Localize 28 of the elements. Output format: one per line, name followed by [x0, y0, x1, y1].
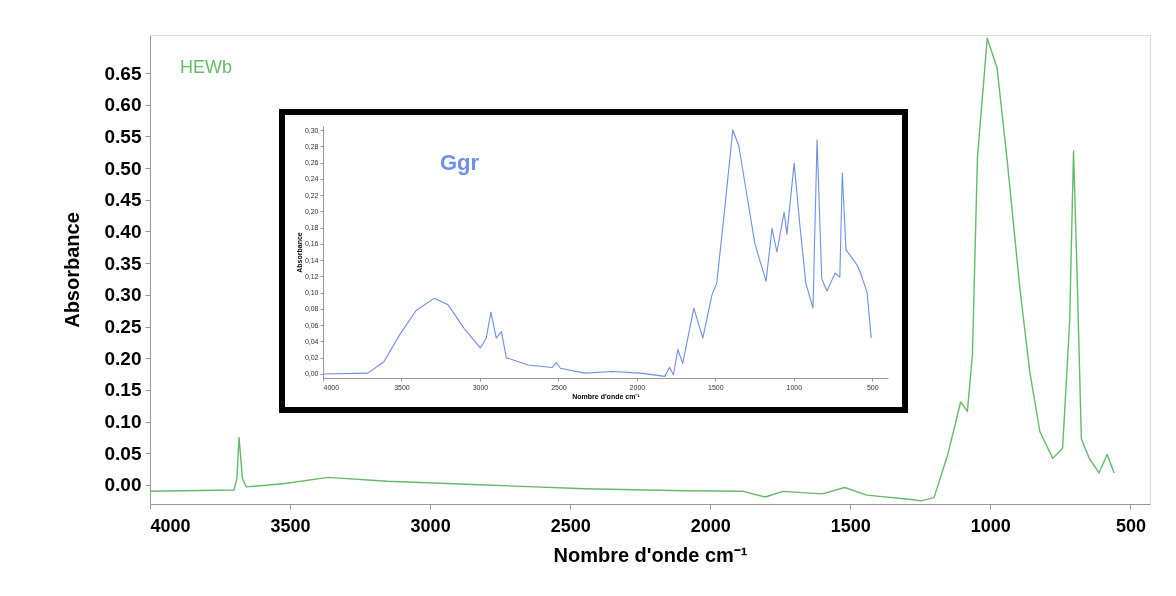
y-tick-label: 0.60: [104, 94, 142, 116]
y-tick-label: 0.55: [104, 125, 142, 147]
x-tick-label: 3000: [410, 515, 451, 536]
y-tick-label: 0.10: [104, 411, 142, 433]
y-tick-label: 0.05: [104, 442, 142, 464]
y-tick-label: 0.20: [104, 347, 142, 369]
text: HEWb: [180, 57, 233, 77]
y-tick-label: 0.15: [104, 379, 142, 401]
y-tick-label: 0.50: [104, 157, 142, 179]
line-series: [149, 37, 1115, 502]
x-tick-label: 1000: [970, 515, 1011, 536]
x-tick-label: 4000: [150, 515, 191, 536]
x-axis-title: Nombre d'onde cm⁻¹: [553, 543, 748, 566]
y-tick-label: 0.00: [104, 474, 142, 496]
x-tick-label: 2000: [690, 515, 731, 536]
line-series: [322, 129, 872, 377]
y-tick-label: 0.65: [104, 62, 142, 84]
x-tick-label: 3500: [270, 515, 311, 536]
x-tick-label: 1500: [830, 515, 871, 536]
text: Ggr: [440, 150, 480, 175]
y-tick-label: 0.30: [104, 284, 142, 306]
y-axis-title: Absorbance: [60, 212, 83, 328]
y-tick-label: 0.45: [104, 189, 142, 211]
y-tick-label: 0.25: [104, 316, 142, 338]
x-tick-label: 2500: [550, 515, 591, 536]
x-tick-label: 500: [1115, 515, 1146, 536]
y-tick-label: 0.35: [104, 252, 142, 274]
y-tick-label: 0.40: [104, 220, 142, 242]
